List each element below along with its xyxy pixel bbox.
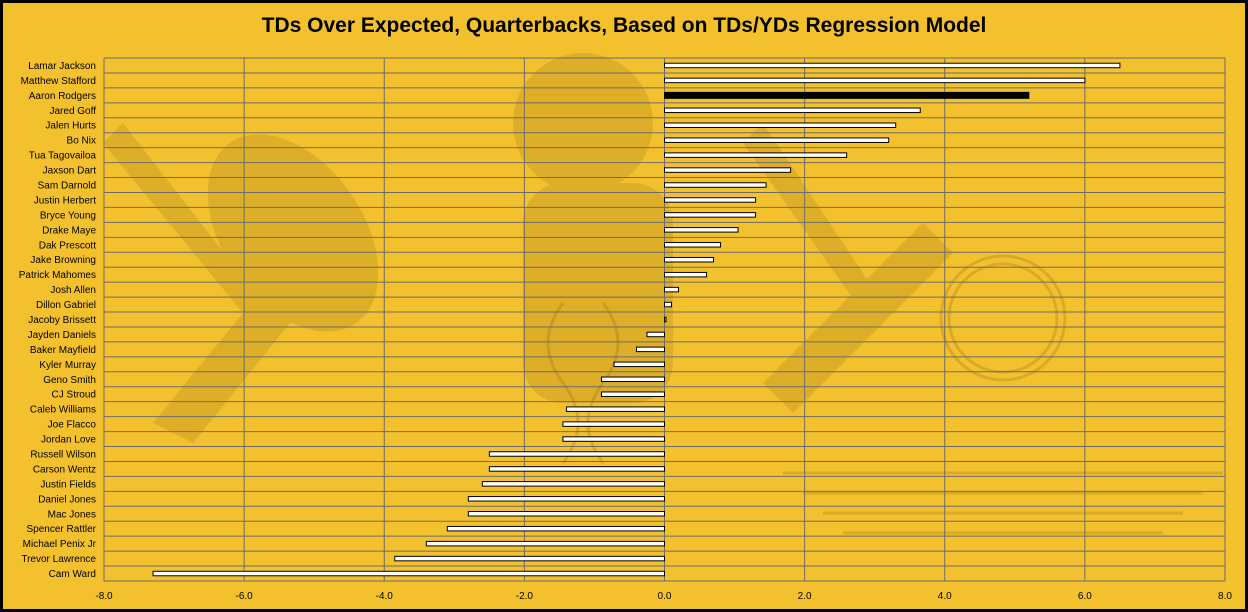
category-label: Michael Penix Jr [23,539,97,550]
x-tick-label: 4.0 [938,591,952,602]
category-label: Bo Nix [67,136,96,147]
bar [664,62,1121,69]
bar [664,197,757,203]
bar [664,316,667,323]
bar [488,466,665,472]
bar [664,227,739,233]
category-label: Jacoby Brissett [28,315,96,326]
category-label: Carson Wentz [33,464,96,475]
bar [446,525,665,532]
category-label: Jaxson Dart [43,166,97,177]
category-label: Caleb Williams [30,405,96,416]
x-tick-label: 8.0 [1218,591,1232,602]
category-label: Jake Browning [30,255,96,266]
category-label: Trevor Lawrence [21,554,96,565]
category-label: Dak Prescott [39,240,96,251]
category-label: Baker Mayfield [30,345,96,356]
category-label: Jalen Hurts [45,121,96,132]
category-label: Cam Ward [49,569,96,580]
category-label-layer: Lamar Jackson Matthew Stafford Aaron Rodge… [19,61,97,580]
x-tick-label: -4.0 [376,591,394,602]
bar [664,242,722,248]
bar [664,77,1086,84]
bar [664,122,897,128]
category-label: Daniel Jones [38,494,96,505]
bar-chart: Lamar Jackson Matthew Stafford Aaron Rodge… [19,57,1232,602]
category-label: Aaron Rodgers [29,91,96,102]
category-label: Dillon Gabriel [36,300,96,311]
category-label: Drake Maye [42,225,96,236]
x-tick-label: 6.0 [1078,591,1092,602]
category-label: Geno Smith [43,375,96,386]
category-label: Tua Tagovailoa [29,151,97,162]
bar-layer [152,62,1121,577]
bar [664,107,921,114]
steelers-logo-silhouette [939,254,1067,382]
bar [488,451,665,457]
category-label: Bryce Young [40,210,96,221]
x-tick-label: 2.0 [798,591,812,602]
bar [152,570,665,577]
category-label: Mac Jones [48,509,96,520]
category-label: Justin Fields [40,479,96,490]
bar [664,286,680,293]
chart-title: TDs Over Expected, Quarterbacks, Based o… [261,14,987,37]
category-label: CJ Stroud [52,390,96,401]
category-label: Jordan Love [41,435,96,446]
bar [562,436,665,442]
x-tick-label: -8.0 [95,591,113,602]
x-tick-label: -2.0 [516,591,534,602]
bar [664,167,792,173]
bar [664,137,890,143]
bar [481,481,665,487]
category-label: Jared Goff [49,106,96,117]
bar [467,496,666,502]
bar [394,555,665,562]
category-label: Kyler Murray [39,360,96,371]
x-tick-label: 0.0 [658,591,672,602]
bar-highlight [664,91,1030,99]
grid-layer [103,57,1226,582]
bar [664,301,673,308]
bar [600,376,665,383]
x-tick-label-layer: -8.0 -6.0 -4.0 -2.0 0.0 2.0 4.0 6.0 8.0 [95,591,1232,602]
bar [467,511,666,517]
bar [562,421,665,427]
player-silhouette [523,183,673,403]
bar [600,391,665,397]
category-label: Matthew Stafford [21,76,96,87]
bar [425,540,665,547]
bar [613,361,665,368]
category-label: Sam Darnold [38,181,96,192]
category-label: Russell Wilson [30,449,96,460]
category-label: Joe Flacco [48,420,97,431]
bar [664,256,715,263]
bar [664,271,708,278]
category-label: Josh Allen [50,285,96,296]
category-label: Lamar Jackson [28,61,96,72]
category-label: Patrick Mahomes [19,270,96,281]
bar [664,212,757,218]
category-label: Justin Herbert [34,195,96,206]
category-label: Spencer Rattler [27,524,97,535]
bar [635,346,665,353]
x-tick-label: -6.0 [236,591,254,602]
bar [646,331,665,338]
bar [565,406,665,412]
bar [664,182,767,188]
category-label: Jayden Daniels [28,330,96,341]
bar [664,152,848,158]
